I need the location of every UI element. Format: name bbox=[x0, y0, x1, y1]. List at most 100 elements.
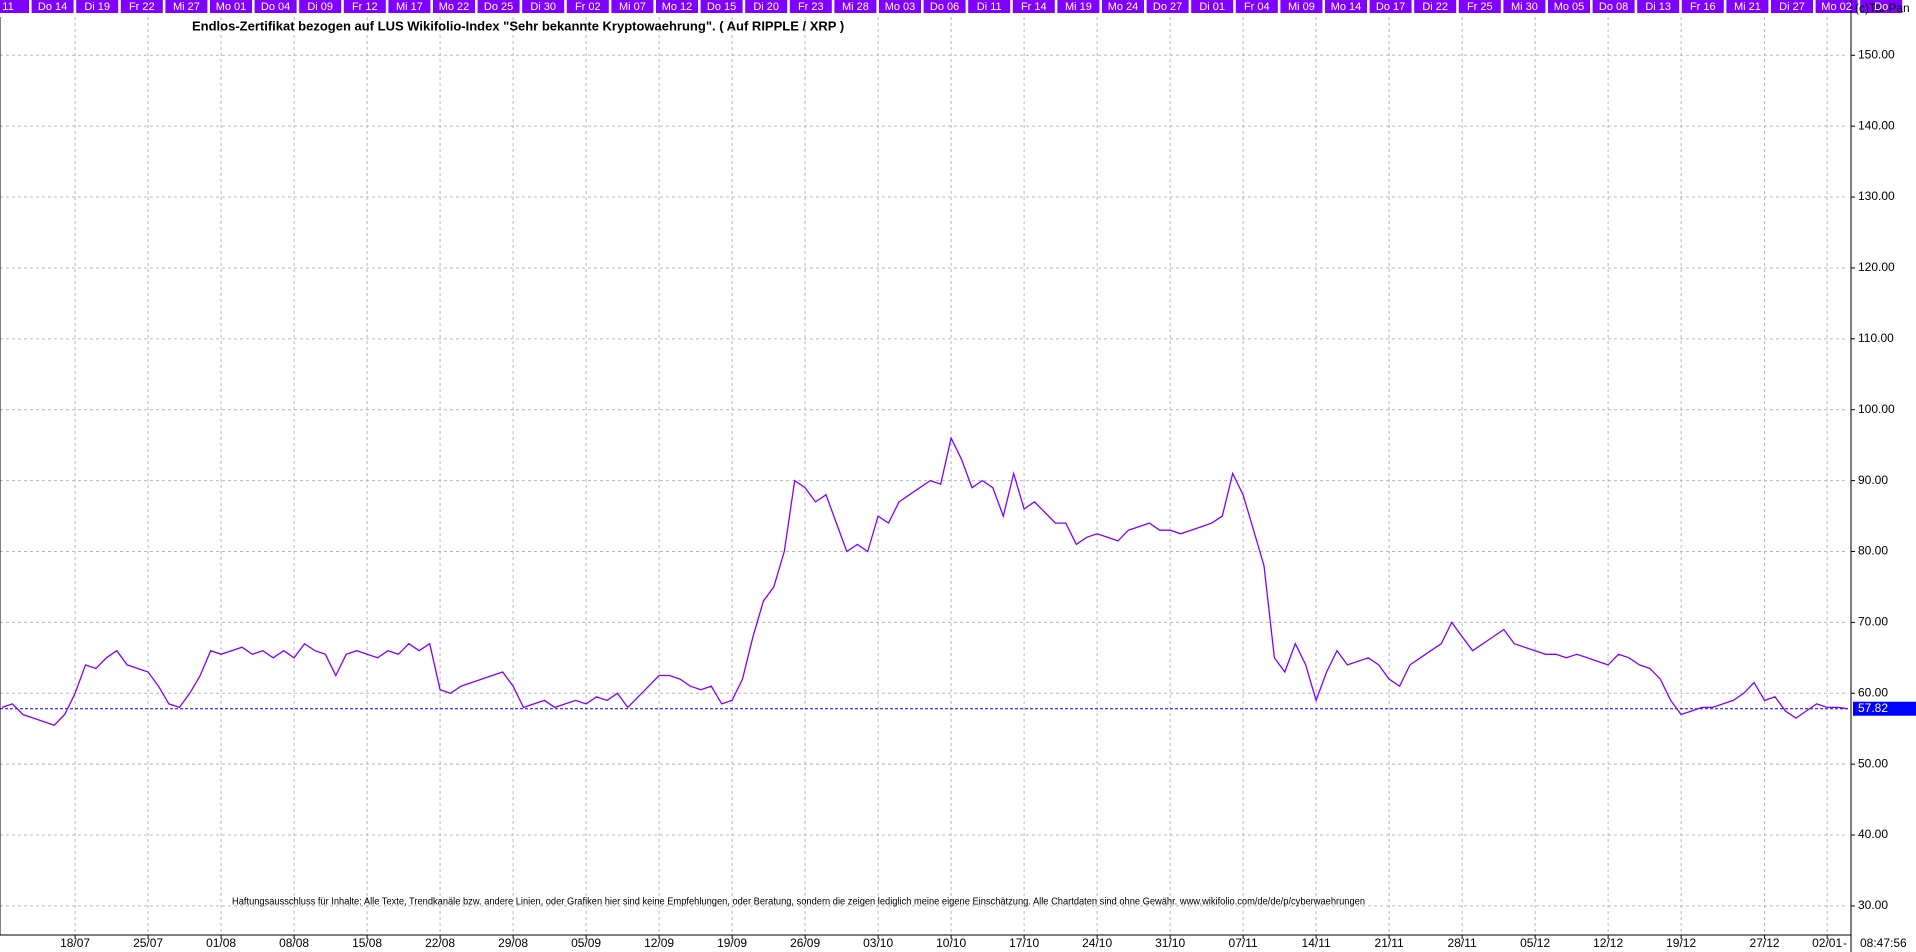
top-label: Mo 14 bbox=[1331, 1, 1362, 13]
top-label: Fr 02 bbox=[575, 1, 601, 13]
top-label: Mi 09 bbox=[1288, 1, 1315, 13]
top-label-box bbox=[566, 0, 609, 13]
top-label: Fr 23 bbox=[798, 1, 824, 13]
top-label-box bbox=[700, 0, 743, 13]
top-label-box bbox=[1414, 0, 1457, 13]
disclaimer: Haftungsausschluss für Inhalte: Alle Tex… bbox=[232, 897, 1365, 908]
top-label: 11 bbox=[2, 1, 13, 13]
copyright: (c)Tai-Pan bbox=[1855, 1, 1910, 15]
top-label-box bbox=[1369, 0, 1412, 13]
y-tick-label: 120.00 bbox=[1858, 260, 1895, 274]
y-tick-label: 50.00 bbox=[1858, 756, 1888, 770]
top-label: Mi 28 bbox=[842, 1, 869, 13]
x-tick-label: 29/08 bbox=[498, 936, 528, 950]
x-tick-label: 10/10 bbox=[936, 936, 966, 950]
top-label: Do 04 bbox=[261, 1, 290, 13]
time: 08:47:56 bbox=[1860, 936, 1907, 950]
x-tick-label: 28/11 bbox=[1448, 936, 1477, 950]
top-label: Do bbox=[1874, 1, 1888, 13]
top-label: Do 14 bbox=[38, 1, 67, 13]
last-value-box bbox=[1853, 701, 1916, 716]
top-label: Mi 19 bbox=[1065, 1, 1092, 13]
top-label: Mi 30 bbox=[1511, 1, 1538, 13]
top-label-box bbox=[1681, 0, 1724, 13]
top-label-box bbox=[656, 0, 698, 13]
x-tick-label: 14/11 bbox=[1302, 936, 1331, 950]
y-tick-label: 30.00 bbox=[1858, 898, 1888, 912]
top-label-box bbox=[1503, 0, 1546, 13]
top-label-box bbox=[1548, 0, 1590, 13]
top-label: Mo 22 bbox=[439, 1, 470, 13]
y-tick-label: 150.00 bbox=[1858, 47, 1895, 61]
top-label-box bbox=[165, 0, 208, 13]
top-label-box bbox=[923, 0, 966, 13]
top-label: Di 20 bbox=[753, 1, 779, 13]
top-label-box bbox=[343, 0, 386, 13]
top-label-box bbox=[299, 0, 342, 13]
top-label-box bbox=[522, 0, 565, 13]
top-label-box bbox=[1637, 0, 1680, 13]
x-tick-label: 05/12 bbox=[1520, 936, 1550, 950]
top-label-box bbox=[789, 0, 832, 13]
top-label: Di 22 bbox=[1422, 1, 1448, 13]
top-label-box bbox=[120, 0, 163, 13]
top-label-box bbox=[1280, 0, 1323, 13]
top-label-box bbox=[611, 0, 654, 13]
price-line bbox=[1, 436, 1849, 726]
top-label: Do 08 bbox=[1599, 1, 1628, 13]
top-label-box bbox=[388, 0, 431, 13]
top-label: Mo 01 bbox=[216, 1, 247, 13]
top-label-box bbox=[1860, 0, 1903, 13]
top-label-box bbox=[745, 0, 788, 13]
top-label: Do 27 bbox=[1153, 1, 1182, 13]
last-value-label: 57.82 bbox=[1858, 701, 1888, 715]
top-label: Do 06 bbox=[930, 1, 959, 13]
top-label: Mi 17 bbox=[396, 1, 423, 13]
x-tick-label: 31/10 bbox=[1155, 936, 1185, 950]
y-tick-label: 40.00 bbox=[1858, 827, 1888, 841]
x-tick-label: 26/09 bbox=[790, 936, 820, 950]
top-label-box bbox=[1771, 0, 1813, 13]
x-tick-label: 12/12 bbox=[1593, 936, 1623, 950]
top-label: Mo 12 bbox=[662, 1, 693, 13]
x-tick-label: 27/12 bbox=[1750, 936, 1780, 950]
top-label-box bbox=[1012, 0, 1055, 13]
top-label-box bbox=[1815, 0, 1858, 13]
top-label-box bbox=[433, 0, 475, 13]
x-tick-label: 19/09 bbox=[717, 936, 747, 950]
top-label-box bbox=[1102, 0, 1144, 13]
y-tick-label: 60.00 bbox=[1858, 685, 1888, 699]
top-label: Mo 03 bbox=[885, 1, 916, 13]
top-label-box bbox=[1726, 0, 1769, 13]
y-tick-label: 110.00 bbox=[1858, 331, 1894, 345]
top-label: Mi 07 bbox=[619, 1, 646, 13]
x-tick-label: 03/10 bbox=[863, 936, 893, 950]
top-label-box bbox=[0, 0, 29, 13]
top-label-box bbox=[834, 0, 877, 13]
top-label: Mi 21 bbox=[1734, 1, 1761, 13]
top-label: Di 13 bbox=[1645, 1, 1671, 13]
top-label: Di 27 bbox=[1779, 1, 1805, 13]
top-label-box bbox=[1458, 0, 1501, 13]
top-label-box bbox=[1235, 0, 1278, 13]
top-label-box bbox=[254, 0, 297, 13]
top-label-box bbox=[76, 0, 119, 13]
top-label-box bbox=[879, 0, 921, 13]
top-label-box bbox=[210, 0, 252, 13]
x-tick-label: 08/08 bbox=[279, 936, 309, 950]
top-label: Fr 25 bbox=[1467, 1, 1493, 13]
top-label: Fr 22 bbox=[129, 1, 155, 13]
top-label-box bbox=[477, 0, 520, 13]
y-tick-label: 70.00 bbox=[1858, 615, 1888, 629]
top-label: Mo 05 bbox=[1554, 1, 1585, 13]
x-tick-label: 12/09 bbox=[644, 936, 674, 950]
top-label: Do 15 bbox=[707, 1, 736, 13]
x-tick-label: 02/01 bbox=[1812, 936, 1842, 950]
top-label: Fr 14 bbox=[1021, 1, 1047, 13]
corner-mark: - bbox=[1843, 936, 1847, 950]
top-label-box bbox=[968, 0, 1011, 13]
top-label: Do 25 bbox=[484, 1, 513, 13]
top-label-box bbox=[1191, 0, 1234, 13]
top-label-box bbox=[1057, 0, 1100, 13]
